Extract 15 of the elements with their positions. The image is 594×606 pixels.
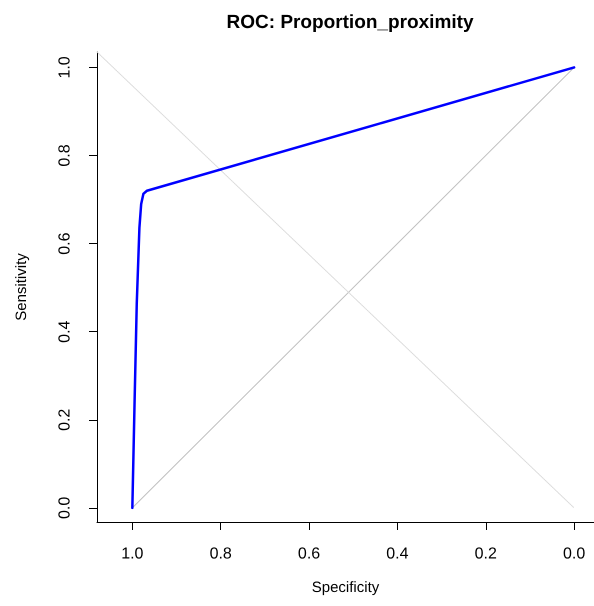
- y-tick-label: 1.0: [56, 56, 74, 79]
- x-tick-label: 0.4: [386, 546, 409, 562]
- y-tick-label: 0.6: [56, 232, 74, 255]
- y-tick-label: 0.2: [56, 408, 74, 431]
- y-tick-label: 0.0: [56, 496, 74, 520]
- x-tick-label: 1.0: [121, 546, 144, 562]
- y-axis-title: Sensitivity: [13, 252, 30, 321]
- x-tick-label: 0.6: [298, 546, 320, 562]
- x-tick-label: 0.0: [562, 546, 586, 562]
- chart-title: ROC: Proportion_proximity: [226, 12, 474, 33]
- x-tick-label: 0.8: [210, 546, 232, 562]
- x-axis-title: Specificity: [312, 579, 380, 596]
- y-tick-label: 0.8: [56, 144, 74, 167]
- y-tick-label: 0.4: [56, 320, 74, 343]
- x-tick-label: 0.2: [474, 546, 497, 562]
